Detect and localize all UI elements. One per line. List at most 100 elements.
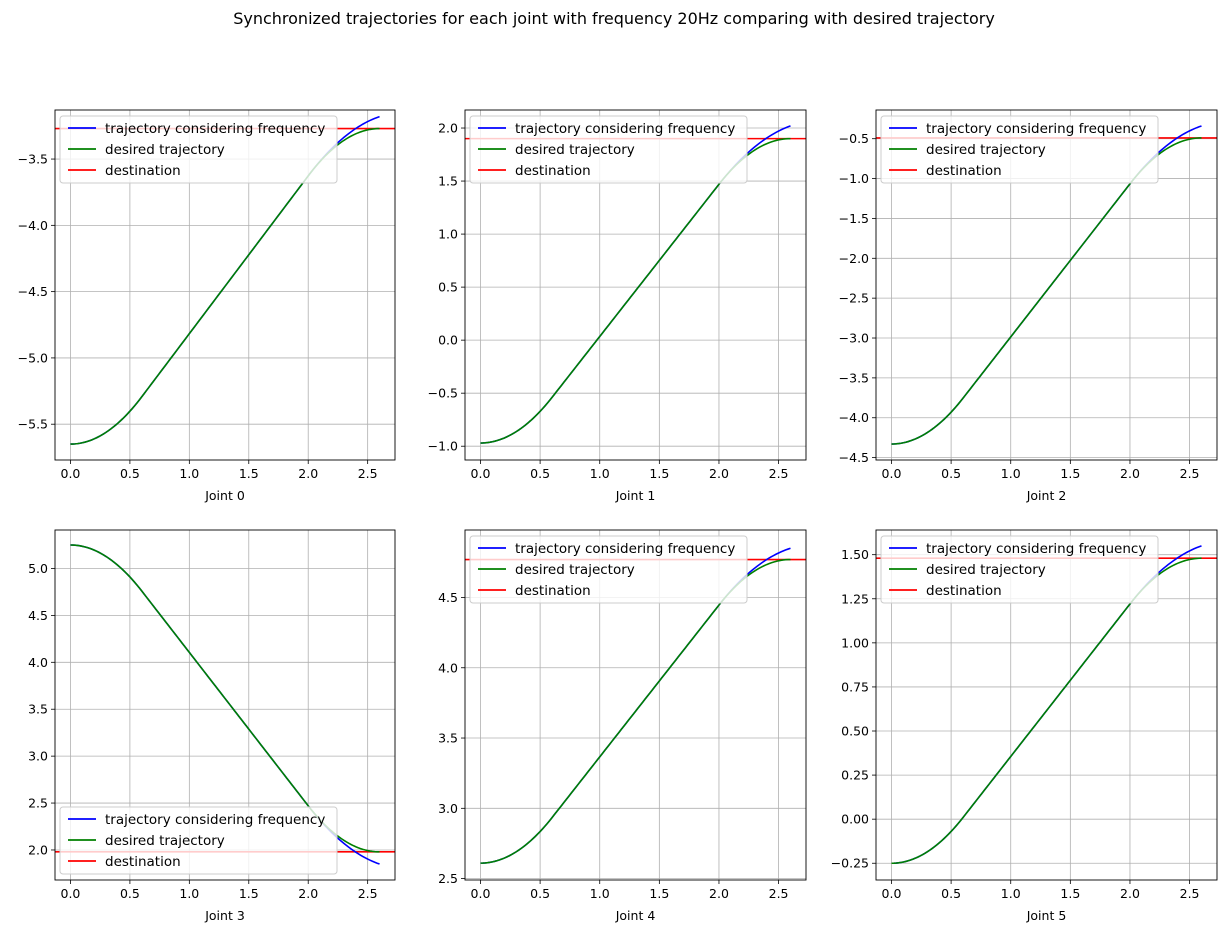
x-tick-label: 2.0: [709, 886, 729, 901]
x-axis-label: Joint 3: [204, 908, 245, 923]
legend: trajectory considering frequency desired …: [880, 535, 1159, 604]
y-tick-label: −0.5: [428, 386, 458, 401]
y-tick-label: −1.5: [839, 211, 869, 226]
y-tick-label: 2.0: [28, 842, 48, 857]
axes-frame: [464, 109, 807, 461]
legend-entry-label: destination: [515, 163, 591, 179]
x-tick-label: 2.5: [1180, 466, 1200, 481]
x-tick-label: 0.0: [882, 466, 902, 481]
legend-entry-label: trajectory considering frequency: [926, 121, 1146, 137]
legend: trajectory considering frequency desired …: [880, 115, 1159, 184]
y-tick-label: −4.5: [839, 450, 869, 465]
x-tick-label: 2.5: [769, 886, 789, 901]
y-tick-label: 4.0: [28, 655, 48, 670]
subplots-container: 0.0 0.5 1.0 1.5 2.0 2.5 −5.5 −5.0 −4.5 −4.0 −3.5 Jo…: [18, 109, 1218, 923]
legend-entry-label: trajectory considering frequency: [926, 541, 1146, 557]
x-tick-label: 0.5: [530, 886, 550, 901]
x-tick-label: 0.0: [61, 466, 81, 481]
x-tick-label: 0.5: [120, 466, 140, 481]
legend-box: [469, 115, 748, 184]
y-tick-label: −5.5: [18, 417, 48, 432]
y-tick-label: 0.25: [841, 768, 869, 783]
x-axis-label: Joint 5: [1026, 908, 1067, 923]
x-tick-label: 2.0: [298, 466, 318, 481]
y-tick-label: 0.5: [438, 280, 458, 295]
axes-frame: [875, 529, 1218, 881]
legend: trajectory considering frequency desired …: [469, 115, 748, 184]
legend-entry-label: desired trajectory: [515, 562, 635, 578]
y-tick-label: 1.5: [438, 174, 458, 189]
y-tick-label: −2.0: [839, 251, 869, 266]
y-tick-label: 2.0: [438, 121, 458, 136]
legend-entry-label: destination: [515, 583, 591, 599]
legend-entry-label: destination: [926, 163, 1002, 179]
x-tick-label: 2.0: [1120, 466, 1140, 481]
x-tick-label: 2.5: [1180, 886, 1200, 901]
y-tick-label: 5.0: [28, 561, 48, 576]
x-tick-label: 1.5: [1060, 886, 1080, 901]
x-tick-label: 2.5: [358, 466, 378, 481]
x-tick-label: 1.5: [649, 886, 669, 901]
x-tick-label: 1.0: [1001, 886, 1021, 901]
legend-entry-label: trajectory considering frequency: [105, 121, 325, 137]
legend-box: [59, 115, 338, 184]
legend-entry-label: desired trajectory: [926, 562, 1046, 578]
y-tick-label: 1.25: [841, 591, 869, 606]
y-tick-label: 0.75: [841, 679, 869, 694]
x-tick-label: 2.0: [709, 466, 729, 481]
y-tick-label: −4.0: [839, 410, 869, 425]
x-tick-label: 0.5: [530, 466, 550, 481]
axes-frame: [875, 109, 1218, 461]
y-tick-label: 3.5: [438, 731, 458, 746]
x-axis-label: Joint 0: [204, 488, 245, 503]
subplot-joint-4: 0.0 0.5 1.0 1.5 2.0 2.5 2.5 3.0 3.5 4.0 4.5 Joint 4…: [438, 529, 807, 923]
x-tick-label: 2.0: [1120, 886, 1140, 901]
y-tick-label: 0.00: [841, 812, 869, 827]
y-tick-label: −3.5: [18, 152, 48, 167]
y-tick-label: −1.0: [839, 171, 869, 186]
x-axis-label: Joint 2: [1026, 488, 1067, 503]
subplot-joint-2: 0.0 0.5 1.0 1.5 2.0 2.5 −4.5 −4.0 −3.5 −3.0 −2.5 −2…: [839, 109, 1218, 503]
x-tick-label: 1.5: [239, 466, 259, 481]
y-tick-label: 3.5: [28, 702, 48, 717]
legend: trajectory considering frequency desired …: [469, 535, 748, 604]
x-tick-label: 2.0: [298, 886, 318, 901]
x-tick-label: 1.0: [179, 886, 199, 901]
y-tick-label: −2.5: [839, 291, 869, 306]
y-tick-label: 3.0: [28, 749, 48, 764]
legend-box: [880, 535, 1159, 604]
x-tick-label: 0.5: [941, 466, 961, 481]
x-tick-label: 1.0: [590, 886, 610, 901]
y-tick-label: −4.0: [18, 218, 48, 233]
x-tick-label: 0.0: [471, 466, 491, 481]
subplot-joint-1: 0.0 0.5 1.0 1.5 2.0 2.5 −1.0 −0.5 0.0 0.5 1.0 1.5 2.…: [428, 109, 807, 503]
axes-frame: [54, 109, 396, 461]
legend-entry-label: destination: [105, 163, 181, 179]
y-tick-label: 0.50: [841, 724, 869, 739]
x-tick-label: 0.5: [120, 886, 140, 901]
legend-box: [469, 535, 748, 604]
x-axis-label: Joint 4: [615, 908, 656, 923]
legend-entry-label: destination: [926, 583, 1002, 599]
x-tick-label: 1.0: [1001, 466, 1021, 481]
x-tick-label: 1.0: [590, 466, 610, 481]
y-tick-label: −3.0: [839, 331, 869, 346]
subplot-joint-3: 0.0 0.5 1.0 1.5 2.0 2.5 2.0 2.5 3.0 3.5 4.0 4.5 5.0 J…: [28, 529, 396, 923]
y-tick-label: 4.5: [28, 608, 48, 623]
legend-entry-label: desired trajectory: [105, 833, 225, 849]
x-tick-label: 1.0: [179, 466, 199, 481]
y-tick-label: 0.0: [438, 333, 458, 348]
y-tick-label: 3.0: [438, 801, 458, 816]
y-tick-label: 1.50: [841, 547, 869, 562]
x-tick-label: 2.5: [358, 886, 378, 901]
x-tick-label: 0.0: [882, 886, 902, 901]
legend-box: [59, 806, 338, 875]
x-tick-label: 0.0: [61, 886, 81, 901]
legend-entry-label: trajectory considering frequency: [515, 121, 735, 137]
x-tick-label: 1.5: [1060, 466, 1080, 481]
y-tick-label: 4.5: [438, 590, 458, 605]
legend-entry-label: desired trajectory: [515, 142, 635, 158]
x-tick-label: 1.5: [649, 466, 669, 481]
y-tick-label: −4.5: [18, 284, 48, 299]
